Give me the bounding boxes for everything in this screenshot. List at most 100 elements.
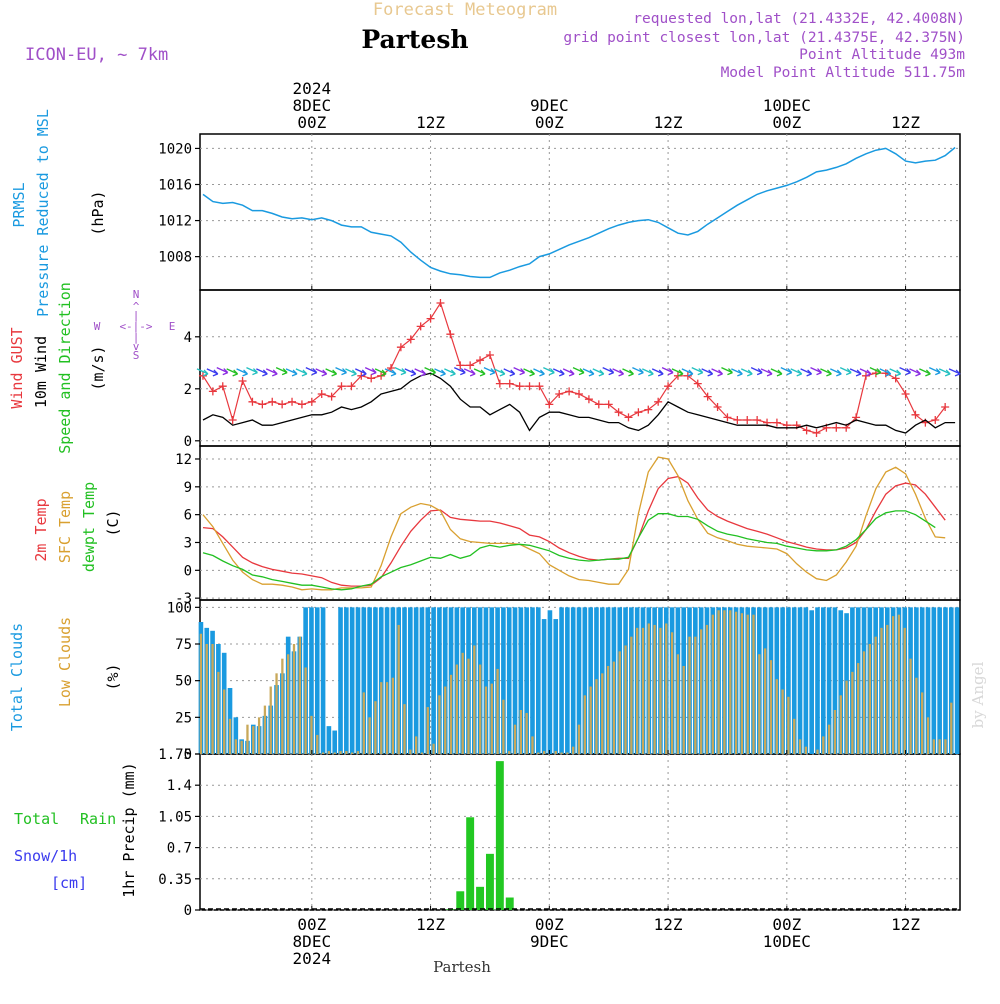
low-cloud-bar [880, 627, 883, 754]
low-cloud-bar [327, 751, 331, 754]
pressure-unit: (hPa) [89, 190, 107, 235]
total-cloud-bar [442, 607, 448, 754]
low-cloud-bar [653, 624, 656, 754]
low-cloud-bar [257, 717, 261, 754]
low-cloud-bar [298, 636, 301, 754]
low-clouds-label: Low Clouds [56, 617, 74, 707]
total-cloud-bar [797, 607, 803, 754]
low-cloud-bar [606, 666, 610, 754]
low-cloud-bar [455, 664, 459, 754]
low-cloud-bar [368, 717, 371, 754]
low-cloud-bar [484, 686, 488, 754]
precip-ytick-label: 0.35 [158, 872, 192, 888]
wind-direction-arrow [622, 368, 634, 377]
low-cloud-bar [734, 611, 738, 754]
precip-axis-label: 1hr Precip (mm) [120, 762, 138, 897]
wind-direction-arrow [899, 367, 912, 376]
gust-marker [505, 379, 514, 388]
total-cloud-bar [320, 607, 326, 754]
compass-arrows: <-|-> [119, 320, 152, 333]
low-cloud-bar [432, 743, 435, 754]
total-cloud-bar [948, 607, 954, 754]
low-cloud-bar [798, 739, 802, 754]
low-cloud-bar [711, 614, 714, 754]
gust-marker [733, 416, 742, 424]
low-cloud-bar [763, 648, 767, 754]
wind-direction-arrow [562, 368, 575, 377]
low-cloud-bar [403, 704, 406, 754]
model-altitude: Model Point Altitude 511.75m [721, 65, 966, 81]
low-cloud-bar [310, 715, 313, 754]
low-cloud-bar [577, 724, 581, 754]
bottom-time-label: 2024 [293, 949, 332, 968]
dewpt-label: dewpt Temp [80, 482, 98, 572]
total-cloud-bar [501, 607, 506, 754]
temp-unit: (C) [104, 509, 122, 536]
low-cloud-bar [537, 752, 540, 754]
gust-marker [634, 408, 643, 417]
wind-direction-arrow [463, 368, 476, 377]
total-cloud-bar [803, 607, 809, 754]
gust-marker [208, 387, 217, 396]
total-cloud-bar [832, 607, 838, 754]
gust-marker [624, 413, 633, 422]
rain-bar [476, 886, 485, 910]
wind-panel [199, 289, 961, 447]
low-cloud-bar [630, 636, 633, 754]
cm-label: [cm] [51, 874, 87, 892]
low-cloud-bar [827, 724, 831, 754]
wind-direction-arrow [869, 367, 882, 376]
low-cloud-bar [775, 679, 778, 754]
low-cloud-bar [316, 734, 319, 754]
gust-marker [495, 379, 504, 388]
total-cloud-bar [355, 607, 361, 754]
low-cloud-bar [199, 633, 203, 754]
low-cloud-bar [281, 658, 284, 754]
total-cloud-bar [326, 726, 332, 754]
sfc-label: SFC Temp [56, 491, 74, 563]
wind-direction-arrow [453, 367, 466, 376]
wind-direction-arrow [394, 367, 407, 376]
low-cloud-bar [444, 686, 447, 754]
low-cloud-bar [502, 699, 505, 754]
low-cloud-bar [234, 739, 237, 754]
pressure-panel [199, 133, 961, 291]
wind-direction-arrow [533, 368, 545, 377]
wind-direction-arrow [582, 368, 595, 377]
t2m-label: 2m Temp [32, 498, 50, 561]
low-cloud-bar [554, 751, 557, 754]
low-cloud-bar [345, 751, 348, 754]
low-cloud-bar [804, 746, 808, 754]
wind-ytick-label: 0 [184, 434, 192, 450]
speed-dir-label: Speed and Direction [56, 282, 74, 454]
low-cloud-bar [426, 707, 429, 754]
compass-west: W [94, 320, 101, 333]
gust-marker [664, 382, 673, 391]
gust-marker [436, 299, 445, 307]
low-cloud-bar [490, 683, 493, 754]
rain-bar [456, 891, 465, 910]
total-cloud-bar [512, 607, 518, 754]
low-cloud-bar [676, 654, 680, 754]
gust-marker [456, 361, 465, 370]
low-cloud-bar [560, 752, 563, 754]
temp-ytick-label: 0 [184, 563, 192, 579]
total-cloud-bar [378, 607, 384, 754]
wind-direction-arrow [919, 368, 931, 377]
t2m-line [202, 475, 946, 587]
compass-lower-bar: | [133, 331, 140, 344]
gust-marker [743, 416, 752, 424]
precip-ytick-label: 0.7 [167, 841, 192, 857]
low-cloud-bar [769, 660, 773, 754]
bottom-time-label: 12Z [416, 915, 445, 934]
total-cloud-bar [408, 607, 413, 754]
wind-direction-arrow [760, 368, 773, 377]
wind-direction-arrow [612, 368, 625, 377]
total-cloud-bar [309, 607, 314, 754]
low-cloud-bar [938, 739, 941, 754]
temp-ytick-label: 6 [184, 508, 192, 524]
low-cloud-bar [758, 654, 761, 754]
total-cloud-bar [402, 607, 407, 754]
low-cloud-bar [618, 651, 621, 754]
gust-marker [347, 382, 356, 391]
